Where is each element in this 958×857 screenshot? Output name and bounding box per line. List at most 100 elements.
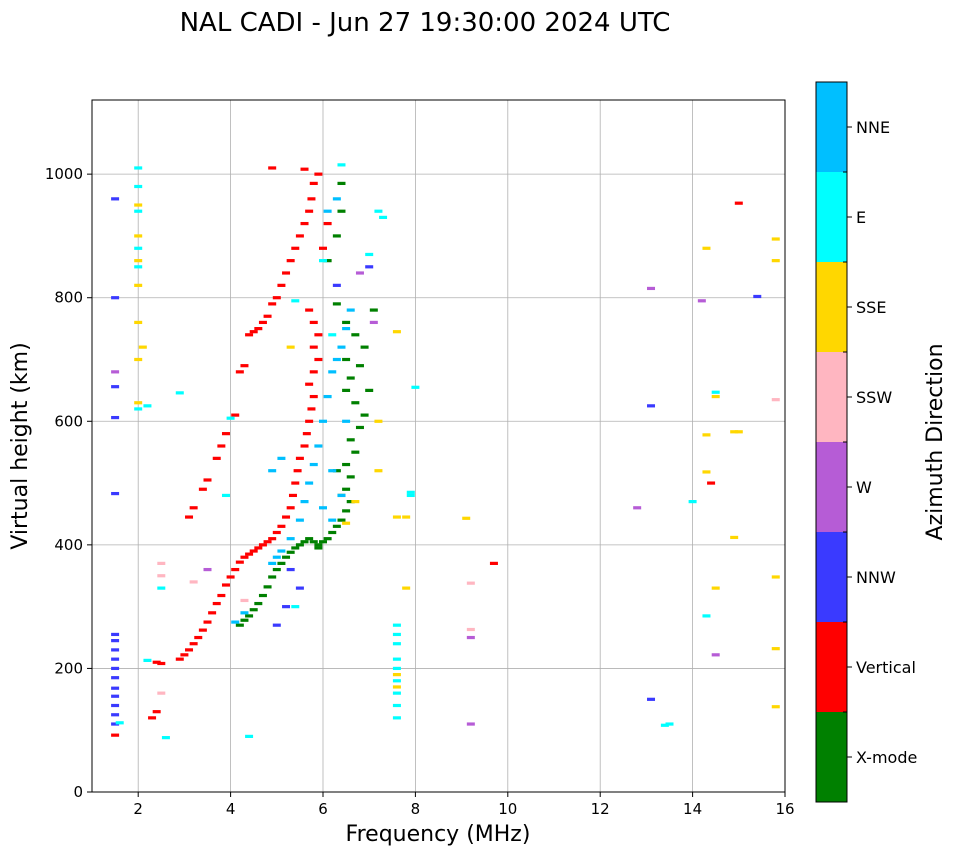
data-point — [134, 209, 143, 213]
data-point — [111, 694, 120, 698]
x-tick-label: 2 — [133, 800, 143, 818]
data-point — [314, 357, 323, 362]
data-point — [342, 320, 351, 325]
data-point — [466, 722, 475, 726]
data-point — [268, 469, 277, 473]
data-point — [111, 713, 120, 717]
data-point — [342, 487, 351, 491]
data-point — [332, 357, 341, 362]
data-point — [111, 686, 120, 690]
data-point — [309, 345, 318, 349]
data-point — [143, 658, 152, 662]
data-point — [402, 586, 411, 590]
data-point — [332, 469, 341, 473]
data-point — [332, 283, 341, 287]
x-axis-ticks: 2 4 6 8 10 12 14 16 — [133, 792, 795, 818]
data-point — [323, 259, 332, 263]
data-point — [314, 543, 323, 547]
data-point — [489, 561, 498, 565]
data-point — [231, 567, 240, 572]
data-point — [291, 299, 300, 303]
data-point — [319, 506, 327, 510]
data-point — [291, 481, 300, 485]
data-point — [392, 679, 401, 683]
data-point — [305, 481, 314, 485]
data-point — [111, 666, 120, 671]
series-nnw — [111, 197, 762, 726]
data-point — [143, 404, 152, 408]
data-point — [307, 197, 316, 201]
data-point — [268, 166, 277, 170]
data-point — [115, 721, 124, 725]
data-point — [198, 628, 207, 632]
data-point — [134, 184, 143, 189]
data-point — [346, 376, 355, 380]
data-point — [314, 546, 323, 550]
data-point — [323, 209, 332, 213]
data-point — [342, 357, 351, 362]
data-point — [392, 642, 401, 646]
data-point — [258, 320, 267, 325]
data-point — [134, 166, 143, 170]
data-point — [771, 705, 780, 709]
data-point — [332, 234, 341, 238]
data-point — [203, 567, 212, 572]
data-point — [212, 456, 221, 460]
data-point — [240, 618, 249, 622]
data-point — [203, 478, 212, 482]
data-point — [466, 581, 475, 585]
data-point — [697, 299, 706, 303]
data-point — [263, 540, 272, 544]
data-point — [157, 586, 166, 590]
data-point — [185, 515, 194, 519]
data-point — [406, 493, 415, 498]
data-point — [374, 419, 383, 423]
data-point — [152, 710, 161, 714]
data-point — [288, 493, 297, 498]
data-point — [328, 333, 337, 337]
data-point — [258, 593, 267, 598]
data-point — [365, 252, 374, 257]
data-point — [138, 345, 147, 349]
data-point — [771, 398, 780, 402]
data-point — [374, 469, 383, 473]
data-point — [707, 481, 716, 485]
data-point — [351, 401, 360, 405]
data-point — [365, 388, 374, 392]
data-point — [337, 163, 346, 167]
data-point — [277, 456, 286, 460]
series-w — [111, 271, 720, 726]
data-point — [161, 736, 170, 740]
data-point — [175, 657, 184, 661]
data-point — [258, 543, 267, 547]
data-point — [305, 382, 314, 386]
data-point — [221, 583, 230, 587]
series-sse — [134, 203, 780, 709]
data-point — [268, 575, 277, 579]
data-point — [300, 540, 309, 544]
data-point — [351, 450, 360, 454]
data-point — [277, 561, 286, 565]
data-point — [134, 401, 143, 405]
data-point — [309, 462, 318, 467]
x-tick-label: 16 — [775, 800, 794, 818]
data-point — [753, 294, 762, 299]
data-point — [286, 567, 295, 572]
y-tick-label: 200 — [54, 659, 83, 677]
data-point — [277, 283, 286, 287]
colorbar-tick-label: W — [856, 478, 872, 497]
data-point — [217, 593, 226, 598]
data-point — [282, 271, 291, 275]
data-point — [111, 733, 120, 737]
plot-frame — [91, 99, 786, 793]
colorbar-segment — [816, 172, 847, 262]
data-point — [365, 265, 374, 269]
colorbar-tick-label: SSW — [856, 388, 892, 407]
data-point — [231, 413, 240, 417]
data-point — [240, 555, 249, 559]
data-point — [392, 657, 401, 661]
data-point — [217, 444, 226, 448]
data-point — [221, 493, 230, 498]
data-point — [111, 676, 120, 680]
